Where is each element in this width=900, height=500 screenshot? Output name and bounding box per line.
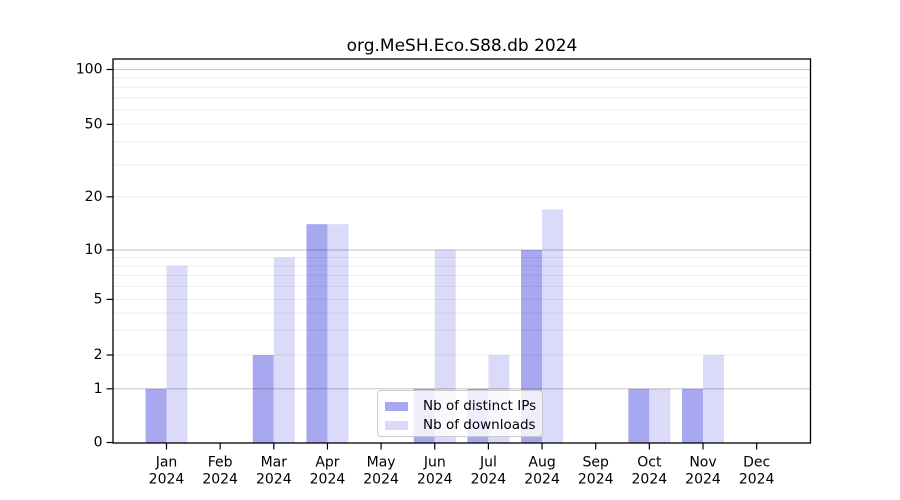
x-tick-label-month: Nov — [689, 455, 716, 471]
x-tick-label-year: 2024 — [417, 472, 453, 488]
plot-border — [112, 58, 812, 444]
x-tick-label-year: 2024 — [363, 472, 399, 488]
y-tick-label: 20 — [85, 189, 103, 205]
x-tick-label-month: Sep — [583, 455, 610, 471]
x-tick-label-year: 2024 — [149, 472, 185, 488]
y-tick-label: 100 — [76, 62, 103, 78]
x-tick-label-year: 2024 — [578, 472, 614, 488]
bar-nb-of-distinct-ips-mar — [252, 355, 274, 443]
bar-nb-of-distinct-ips-oct — [628, 388, 650, 443]
bar-nb-of-downloads-aug — [542, 209, 564, 443]
x-tick-label-year: 2024 — [256, 472, 292, 488]
y-tick-label: 5 — [94, 291, 103, 307]
legend-item-distinct-ips: Nb of distinct IPs — [385, 397, 542, 416]
bar-nb-of-downloads-mar — [273, 257, 295, 443]
x-tick-label-month: Apr — [315, 455, 339, 471]
legend-label-distinct-ips: Nb of distinct IPs — [423, 398, 537, 414]
chart-title: org.MeSH.Eco.S88.db 2024 — [346, 36, 578, 56]
bar-nb-of-downloads-oct — [649, 388, 671, 443]
y-tick-label: 50 — [85, 116, 103, 132]
x-tick-label-month: Aug — [528, 455, 555, 471]
x-tick-label-year: 2024 — [310, 472, 346, 488]
x-tick-label-year: 2024 — [632, 472, 668, 488]
x-tick-label-year: 2024 — [524, 472, 560, 488]
x-tick-label-year: 2024 — [202, 472, 238, 488]
x-axis: Jan2024Feb2024Mar2024Apr2024May2024Jun20… — [149, 443, 775, 488]
legend-item-downloads: Nb of downloads — [385, 416, 542, 435]
y-tick-label: 0 — [94, 435, 103, 451]
bar-nb-of-downloads-apr — [327, 224, 349, 443]
x-tick-label-month: Feb — [208, 455, 233, 471]
bar-nb-of-downloads-nov — [703, 355, 724, 443]
x-tick-label-month: Jun — [423, 455, 446, 471]
bar-nb-of-downloads-jan — [166, 265, 188, 443]
x-tick-label-month: Jan — [155, 455, 178, 471]
x-tick-label-month: Mar — [261, 455, 288, 471]
y-tick-label: 1 — [94, 381, 103, 397]
legend-swatch-downloads — [385, 421, 408, 430]
x-tick-label-year: 2024 — [739, 472, 775, 488]
x-tick-label-year: 2024 — [685, 472, 721, 488]
bar-nb-of-distinct-ips-jan — [145, 388, 167, 443]
y-tick-label: 10 — [85, 242, 103, 258]
legend: Nb of distinct IPs Nb of downloads — [377, 390, 543, 437]
x-tick-label-month: May — [367, 455, 396, 471]
x-tick-label-month: Oct — [637, 455, 662, 471]
bar-nb-of-distinct-ips-apr — [306, 224, 328, 443]
y-gridlines — [113, 68, 811, 390]
legend-swatch-distinct-ips — [385, 402, 408, 411]
y-axis: 0 1 2 5 10 20 50 100 — [76, 62, 113, 451]
legend-label-downloads: Nb of downloads — [423, 417, 536, 433]
x-tick-label-month: Jul — [479, 455, 497, 471]
x-tick-label-month: Dec — [743, 455, 770, 471]
y-tick-label: 2 — [94, 347, 103, 363]
x-tick-label-year: 2024 — [471, 472, 507, 488]
bar-nb-of-distinct-ips-nov — [682, 388, 703, 443]
